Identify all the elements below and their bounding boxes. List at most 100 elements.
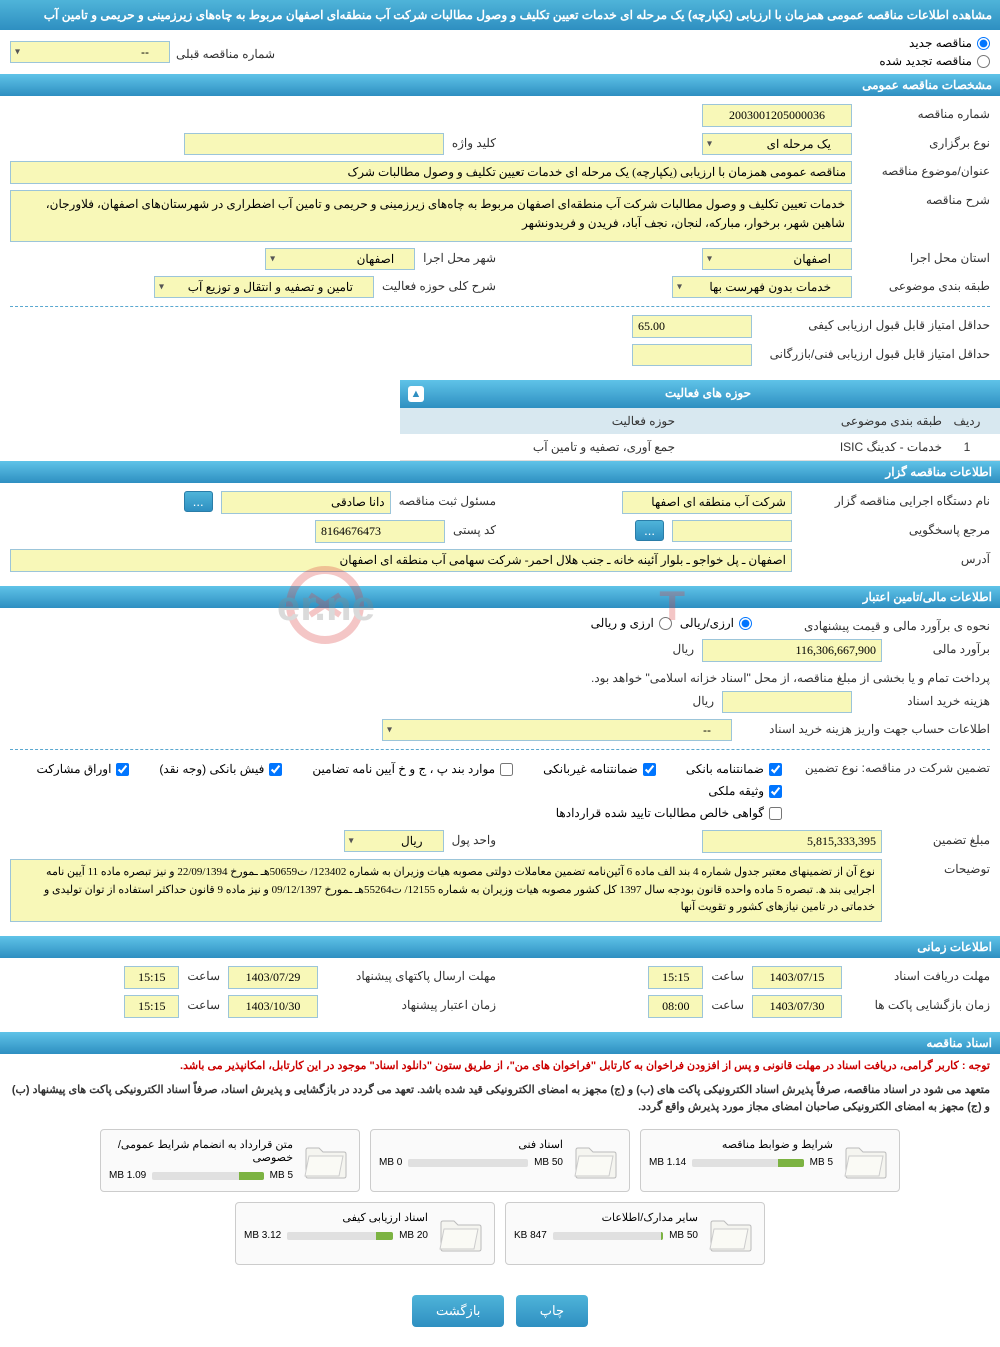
account-info-select[interactable]: -- ▾ — [382, 719, 732, 741]
folder-icon — [841, 1138, 891, 1183]
folder-progress — [553, 1232, 663, 1240]
estimate-method-label: نحوه ی برآورد مالی و قیمت پیشنهادی — [760, 616, 990, 633]
guarantee-type-label: تضمین شرکت در مناقصه: نوع تضمین — [790, 758, 990, 775]
min-tech-score-field[interactable] — [632, 344, 752, 366]
back-button[interactable]: بازگشت — [412, 1295, 504, 1327]
keyword-field[interactable] — [184, 133, 444, 155]
activity-scope-select[interactable]: تامین و تصفیه و انتقال و توزیع آب ▾ — [154, 276, 374, 298]
reg-officer-lookup-button[interactable]: ... — [184, 491, 213, 512]
chevron-down-icon: ▾ — [270, 254, 275, 265]
radio-renewed-tender[interactable]: مناقصه تجدید شده — [879, 54, 990, 68]
folder-progress — [692, 1159, 803, 1167]
folder-card[interactable]: سایر مدارک/اطلاعات 50 MB 847 KB — [505, 1202, 765, 1265]
collapse-icon[interactable]: ▲ — [408, 386, 424, 402]
folder-used: 3.12 MB — [244, 1230, 281, 1241]
city-select[interactable]: اصفهان ▾ — [265, 248, 415, 270]
folder-card[interactable]: متن قرارداد به انضمام شرایط عمومی/خصوصی … — [100, 1129, 360, 1192]
folder-used: 0 MB — [379, 1157, 402, 1168]
radio-currency-foreign[interactable]: ارزی و ریالی — [591, 616, 672, 630]
folder-card[interactable]: اسناد ارزیابی کیفی 20 MB 3.12 MB — [235, 1202, 495, 1265]
chk-bondj[interactable]: موارد بند پ ، ج و خ آیین نامه تضامین — [312, 762, 513, 776]
folder-title: شرایط و ضوابط مناقصه — [649, 1138, 833, 1151]
category-label: طبقه بندی موضوعی — [860, 276, 990, 293]
folder-grid: شرایط و ضوابط مناقصه 5 MB 1.14 MB اسناد … — [0, 1119, 1000, 1275]
folder-card[interactable]: اسناد فنی 50 MB 0 MB — [370, 1129, 630, 1192]
chk-property[interactable]: وثیقه ملکی — [708, 784, 782, 798]
opening-date[interactable]: 1403/07/30 — [752, 995, 842, 1018]
folder-icon — [571, 1138, 621, 1183]
tender-no-label: شماره مناقصه — [860, 104, 990, 121]
guarantee-amount-field[interactable]: 5,815,333,395 — [702, 830, 882, 853]
folder-icon — [301, 1138, 351, 1183]
radio-new-tender[interactable]: مناقصه جدید — [879, 36, 990, 50]
folder-used: 1.09 MB — [109, 1170, 146, 1181]
doc-cost-unit: ریال — [692, 691, 714, 708]
folder-total: 20 MB — [399, 1230, 428, 1241]
prev-number-select[interactable]: -- ▾ — [10, 41, 170, 63]
reg-officer-field[interactable]: دانا صادقی — [221, 491, 391, 514]
chevron-down-icon: ▾ — [159, 282, 164, 293]
exec-name-field[interactable]: شرکت آب منطقه ای اصفها — [622, 491, 792, 514]
folder-progress — [408, 1159, 528, 1167]
payment-note: پرداخت تمام و یا بخشی از مبلغ مناقصه، از… — [591, 668, 990, 685]
chk-receivables[interactable]: گواهی خالص مطالبات تایید شده قراردادها — [10, 806, 782, 820]
tender-mode-row: مناقصه جدید مناقصه تجدید شده شماره مناقص… — [0, 30, 1000, 74]
desc-field[interactable]: خدمات تعیین تکلیف و وصول مطالبات شرکت آب… — [10, 190, 852, 242]
validity-time[interactable]: 15:15 — [124, 995, 179, 1018]
folder-progress — [287, 1232, 393, 1240]
hold-type-select[interactable]: یک مرحله ای ▾ — [702, 133, 852, 155]
city-label: شهر محل اجرا — [423, 248, 496, 265]
opening-time[interactable]: 08:00 — [648, 995, 703, 1018]
response-ref-field[interactable] — [672, 520, 792, 542]
opening-label: زمان بازگشایی پاکت ها — [850, 995, 990, 1012]
chevron-down-icon: ▾ — [15, 47, 20, 58]
activity-table-header: حوزه های فعالیت ▲ — [400, 380, 1000, 408]
section-docs: اسناد مناقصه — [0, 1032, 1000, 1054]
proposal-date[interactable]: 1403/07/29 — [228, 966, 318, 989]
folder-title: اسناد فنی — [379, 1138, 563, 1151]
chk-securities[interactable]: اوراق مشارکت — [36, 762, 129, 776]
address-field[interactable]: اصفهان ـ پل خواجو ـ بلوار آئینه خانه ـ ج… — [10, 549, 792, 572]
postal-code-field[interactable]: 8164676473 — [315, 520, 445, 543]
desc-label: شرح مناقصه — [860, 190, 990, 207]
chevron-down-icon: ▾ — [387, 725, 392, 736]
unit-label: ریال — [672, 639, 694, 656]
proposal-time[interactable]: 15:15 — [124, 966, 179, 989]
category-select[interactable]: خدمات بدون فهرست بها ▾ — [672, 276, 852, 298]
chevron-down-icon: ▾ — [707, 254, 712, 265]
explanations-field[interactable]: نوع آن از تضمینهای معتبر جدول شماره 4 بن… — [10, 859, 882, 922]
response-ref-lookup-button[interactable]: ... — [635, 520, 664, 541]
chk-bank-guarantee[interactable]: ضمانتنامه بانکی — [686, 762, 782, 776]
keyword-label: کلید واژه — [452, 133, 496, 150]
doc-receive-date[interactable]: 1403/07/15 — [752, 966, 842, 989]
validity-date[interactable]: 1403/10/30 — [228, 995, 318, 1018]
currency-unit-select[interactable]: ریال ▾ — [344, 830, 444, 852]
print-button[interactable]: چاپ — [516, 1295, 588, 1327]
activity-scope-label: شرح کلی حوزه فعالیت — [382, 276, 496, 293]
radio-currency-rial[interactable]: ارزی/ریالی — [680, 616, 752, 630]
guarantee-amount-label: مبلغ تضمین — [890, 830, 990, 847]
min-quality-score-field[interactable]: 65.00 — [632, 315, 752, 338]
chevron-down-icon: ▾ — [349, 836, 354, 847]
page-title: مشاهده اطلاعات مناقصه عمومی همزمان با ار… — [44, 8, 992, 22]
chk-nonbank-guarantee[interactable]: ضمانتنامه غیربانکی — [543, 762, 656, 776]
note-1: توجه : کاربر گرامی، دریافت اسناد در مهلت… — [0, 1054, 1000, 1079]
folder-title: سایر مدارک/اطلاعات — [514, 1211, 698, 1224]
reg-officer-label: مسئول ثبت مناقصه — [399, 491, 496, 508]
subject-field[interactable]: مناقصه عمومی همزمان با ارزیابی (یکپارچه)… — [10, 161, 852, 184]
min-tech-score-label: حداقل امتیاز قابل قبول ارزیابی فنی/بازرگ… — [760, 344, 990, 361]
prev-number-label: شماره مناقصه قبلی — [176, 44, 275, 61]
chk-cash[interactable]: فیش بانکی (وجه نقد) — [159, 762, 282, 776]
doc-receive-label: مهلت دریافت اسناد — [850, 966, 990, 983]
response-ref-label: مرجع پاسخگویی — [800, 520, 990, 537]
address-label: آدرس — [800, 549, 990, 566]
folder-icon — [706, 1211, 756, 1256]
doc-cost-field[interactable] — [722, 691, 852, 713]
validity-label: زمان اعتبار پیشنهاد — [326, 995, 496, 1012]
province-select[interactable]: اصفهان ▾ — [702, 248, 852, 270]
section-organizer: اطلاعات مناقصه گزار — [0, 461, 1000, 483]
folder-card[interactable]: شرایط و ضوابط مناقصه 5 MB 1.14 MB — [640, 1129, 900, 1192]
doc-receive-time[interactable]: 15:15 — [648, 966, 703, 989]
doc-cost-label: هزینه خرید اسناد — [860, 691, 990, 708]
estimate-field[interactable]: 116,306,667,900 — [702, 639, 882, 662]
